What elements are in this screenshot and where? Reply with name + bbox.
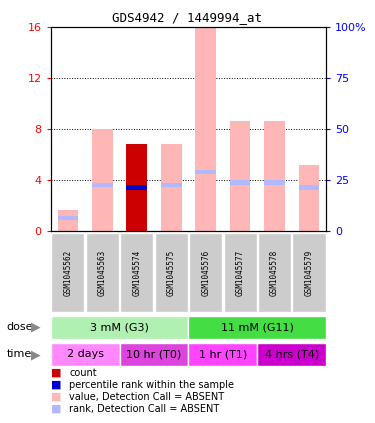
Bar bbox=[188, 343, 257, 366]
Text: 4 hrs (T4): 4 hrs (T4) bbox=[265, 349, 319, 360]
Text: count: count bbox=[69, 368, 97, 378]
Text: 3 mM (G3): 3 mM (G3) bbox=[90, 322, 149, 332]
Bar bbox=[298, 165, 320, 231]
Text: ■: ■ bbox=[51, 368, 61, 378]
Text: GSM1045578: GSM1045578 bbox=[270, 250, 279, 296]
Bar bbox=[292, 233, 326, 312]
Bar bbox=[195, 170, 216, 174]
Text: GSM1045563: GSM1045563 bbox=[98, 250, 107, 296]
Bar bbox=[161, 144, 182, 231]
Bar bbox=[195, 27, 216, 231]
Bar bbox=[120, 233, 153, 312]
Bar bbox=[86, 233, 119, 312]
Bar bbox=[258, 233, 291, 312]
Bar bbox=[92, 129, 112, 231]
Bar bbox=[161, 183, 182, 187]
Bar bbox=[51, 343, 120, 366]
Bar bbox=[264, 121, 285, 231]
Text: GSM1045574: GSM1045574 bbox=[132, 250, 141, 296]
Bar bbox=[120, 343, 188, 366]
Text: value, Detection Call = ABSENT: value, Detection Call = ABSENT bbox=[69, 392, 225, 402]
Bar bbox=[188, 316, 326, 339]
Text: percentile rank within the sample: percentile rank within the sample bbox=[69, 380, 234, 390]
Bar bbox=[257, 343, 326, 366]
Bar bbox=[224, 233, 256, 312]
Bar bbox=[189, 233, 222, 312]
Text: rank, Detection Call = ABSENT: rank, Detection Call = ABSENT bbox=[69, 404, 220, 414]
Text: ■: ■ bbox=[51, 380, 61, 390]
Text: ■: ■ bbox=[51, 404, 61, 414]
Bar bbox=[264, 180, 285, 184]
Text: dose: dose bbox=[7, 322, 33, 332]
Bar bbox=[51, 233, 84, 312]
Text: 1 hr (T1): 1 hr (T1) bbox=[199, 349, 247, 360]
Text: GSM1045576: GSM1045576 bbox=[201, 250, 210, 296]
Bar bbox=[57, 216, 78, 220]
Text: GSM1045575: GSM1045575 bbox=[167, 250, 176, 296]
Bar bbox=[154, 233, 188, 312]
Text: ■: ■ bbox=[51, 392, 61, 402]
Bar bbox=[230, 180, 251, 184]
Bar bbox=[126, 185, 147, 190]
Text: 11 mM (G11): 11 mM (G11) bbox=[221, 322, 294, 332]
Text: 10 hr (T0): 10 hr (T0) bbox=[126, 349, 182, 360]
Bar bbox=[57, 210, 78, 231]
Text: time: time bbox=[7, 349, 32, 360]
Bar bbox=[51, 316, 188, 339]
Text: ▶: ▶ bbox=[31, 321, 40, 334]
Text: GSM1045577: GSM1045577 bbox=[236, 250, 244, 296]
Text: GSM1045562: GSM1045562 bbox=[63, 250, 72, 296]
Bar bbox=[230, 121, 251, 231]
Bar bbox=[126, 144, 147, 231]
Bar bbox=[92, 183, 112, 187]
Text: 2 days: 2 days bbox=[67, 349, 104, 360]
Text: GDS4942 / 1449994_at: GDS4942 / 1449994_at bbox=[112, 11, 262, 24]
Text: ▶: ▶ bbox=[31, 348, 40, 361]
Bar bbox=[298, 185, 320, 190]
Text: GSM1045579: GSM1045579 bbox=[304, 250, 313, 296]
